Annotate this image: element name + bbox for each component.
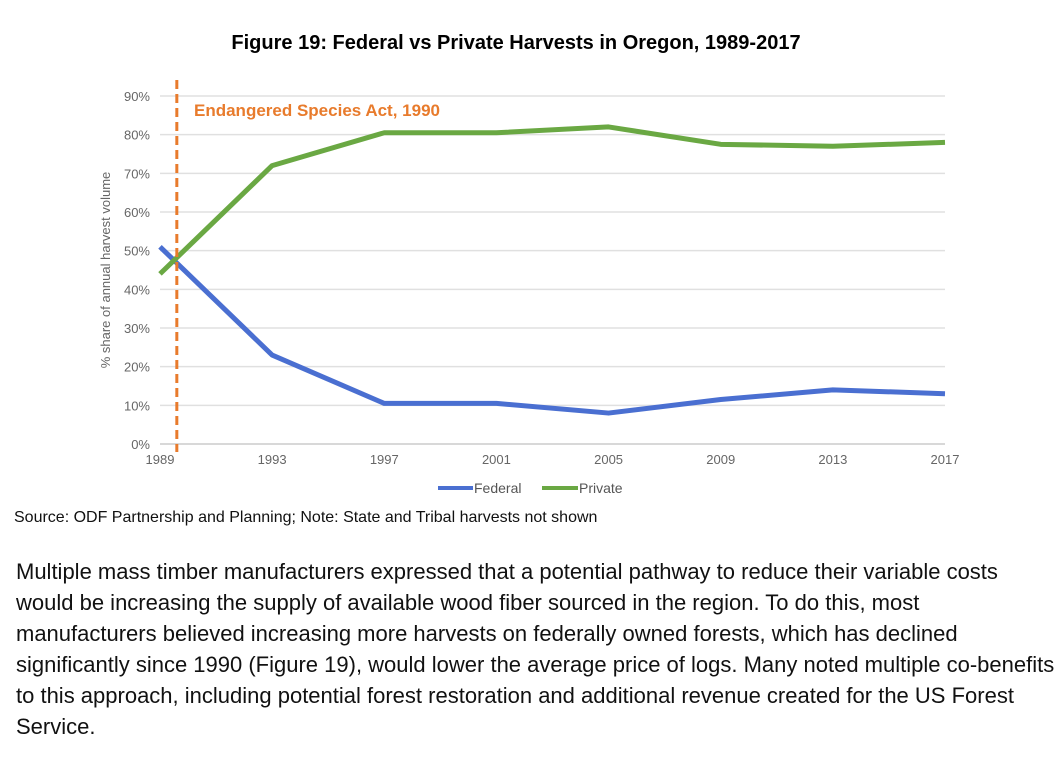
legend-private-label: Private	[579, 480, 623, 496]
x-tick-label: 2013	[818, 452, 847, 467]
legend-federal-label: Federal	[474, 480, 521, 496]
line-chart: Figure 19: Federal vs Private Harvests i…	[98, 32, 960, 496]
y-tick-label: 10%	[124, 398, 150, 413]
y-tick-label: 80%	[124, 128, 150, 143]
chart-title: Figure 19: Federal vs Private Harvests i…	[231, 32, 800, 54]
x-tick-label: 2009	[706, 452, 735, 467]
x-tick-label: 1997	[370, 452, 399, 467]
series-line-federal	[158, 245, 946, 416]
x-tick-label: 2001	[482, 452, 511, 467]
series-lines	[158, 124, 946, 416]
legend: Federal Private	[438, 480, 623, 496]
y-tick-label: 50%	[124, 244, 150, 259]
y-tick-label: 70%	[124, 166, 150, 181]
y-tick-label: 30%	[124, 321, 150, 336]
esa-annotation-label: Endangered Species Act, 1990	[194, 101, 440, 120]
body-paragraph: Multiple mass timber manufacturers expre…	[16, 559, 1055, 739]
y-tick-label: 60%	[124, 205, 150, 220]
series-line-private	[158, 124, 946, 276]
y-tick-label: 0%	[131, 437, 150, 452]
x-tick-label: 1993	[258, 452, 287, 467]
y-tick-label: 20%	[124, 360, 150, 375]
x-tick-label: 2005	[594, 452, 623, 467]
y-axis-ticks: 0% 10% 20% 30% 40% 50% 60% 70% 80% 90%	[124, 89, 150, 452]
x-axis-ticks: 1989 1993 1997 2001 2005 2009 2013 2017	[146, 452, 960, 467]
y-axis-label: % share of annual harvest volume	[98, 172, 113, 369]
y-tick-label: 90%	[124, 89, 150, 104]
gridlines	[160, 95, 945, 445]
y-tick-label: 40%	[124, 282, 150, 297]
x-tick-label: 2017	[931, 452, 960, 467]
source-note: Source: ODF Partnership and Planning; No…	[14, 509, 598, 526]
x-tick-label: 1989	[146, 452, 175, 467]
